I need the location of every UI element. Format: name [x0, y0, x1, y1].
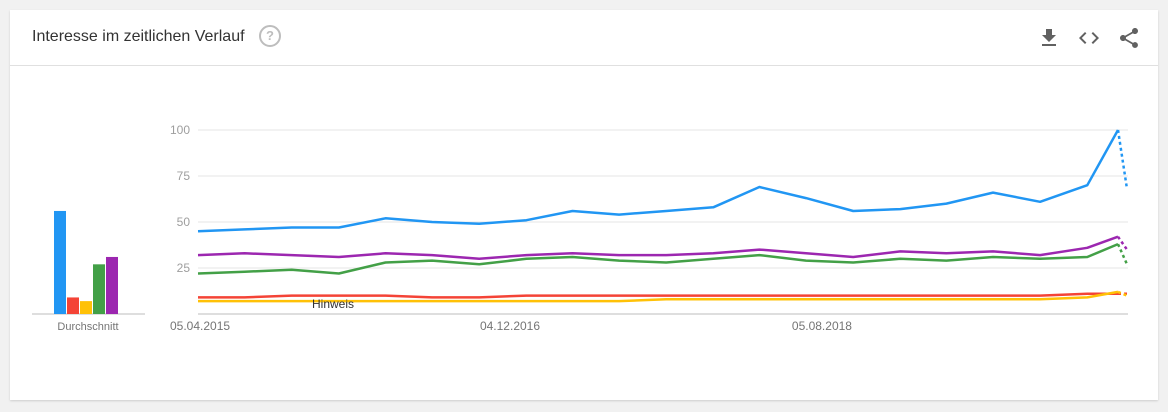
series-line — [198, 292, 1118, 299]
average-bar — [106, 256, 118, 314]
card-header: Interesse im zeitlichen Verlauf ? — [10, 10, 1158, 66]
series-partial-segment — [1116, 236, 1129, 251]
series-line — [197, 235, 1119, 261]
average-bar-chart: Durchschnitt — [32, 210, 145, 333]
x-tick-labels: 05.04.2015 04.12.2016 05.08.2018 — [170, 319, 852, 333]
y-tick-label: 50 — [177, 215, 191, 229]
series-line — [198, 290, 1119, 303]
card-title: Interesse im zeitlichen Verlauf — [32, 28, 245, 45]
series-partial-segment — [1116, 243, 1129, 265]
x-tick-label: 04.12.2016 — [480, 319, 540, 333]
y-tick-label: 75 — [177, 169, 191, 183]
x-tick-label: 05.08.2018 — [792, 319, 852, 333]
series-partial-segment — [1117, 290, 1128, 297]
interest-over-time-card: Interesse im zeitlichen Verlauf ? Durchs… — [10, 10, 1158, 400]
series-line — [197, 242, 1119, 275]
grid — [198, 129, 1128, 269]
series-partial-segment — [1116, 129, 1129, 190]
y-tick-label: 25 — [177, 261, 191, 275]
line-chart: 25 50 75 100 05.04.2015 04.12.2016 05.08.2018… — [170, 123, 1129, 333]
y-tick-label: 100 — [170, 123, 190, 137]
help-icon[interactable]: ? — [259, 25, 281, 47]
share-icon[interactable] — [1117, 26, 1141, 50]
average-bar — [54, 210, 66, 314]
download-icon[interactable] — [1037, 26, 1061, 50]
average-label: Durchschnitt — [57, 321, 118, 333]
series-lines — [197, 129, 1129, 303]
average-bar — [93, 264, 105, 314]
chart-area: Durchschnitt 25 50 75 100 05.04.2015 04.12.2… — [32, 123, 1129, 333]
average-bar — [67, 297, 79, 314]
y-tick-labels: 25 50 75 100 — [170, 123, 190, 275]
embed-code-icon[interactable] — [1077, 26, 1101, 50]
annotation-label[interactable]: Hinweis — [312, 297, 354, 311]
x-tick-label: 05.04.2015 — [170, 319, 230, 333]
series-line — [197, 129, 1120, 233]
average-bar — [80, 301, 92, 314]
